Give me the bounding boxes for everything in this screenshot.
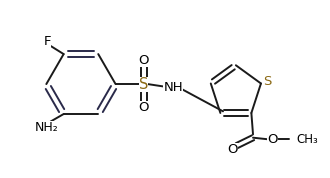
Text: O: O [267, 133, 278, 146]
Text: NH₂: NH₂ [34, 121, 58, 134]
Text: CH₃: CH₃ [297, 133, 318, 146]
Text: S: S [263, 75, 271, 88]
Text: S: S [139, 77, 148, 91]
Text: O: O [138, 54, 149, 67]
Text: F: F [44, 35, 51, 48]
Text: O: O [138, 101, 149, 114]
Text: NH: NH [163, 81, 183, 94]
Text: O: O [227, 143, 238, 156]
